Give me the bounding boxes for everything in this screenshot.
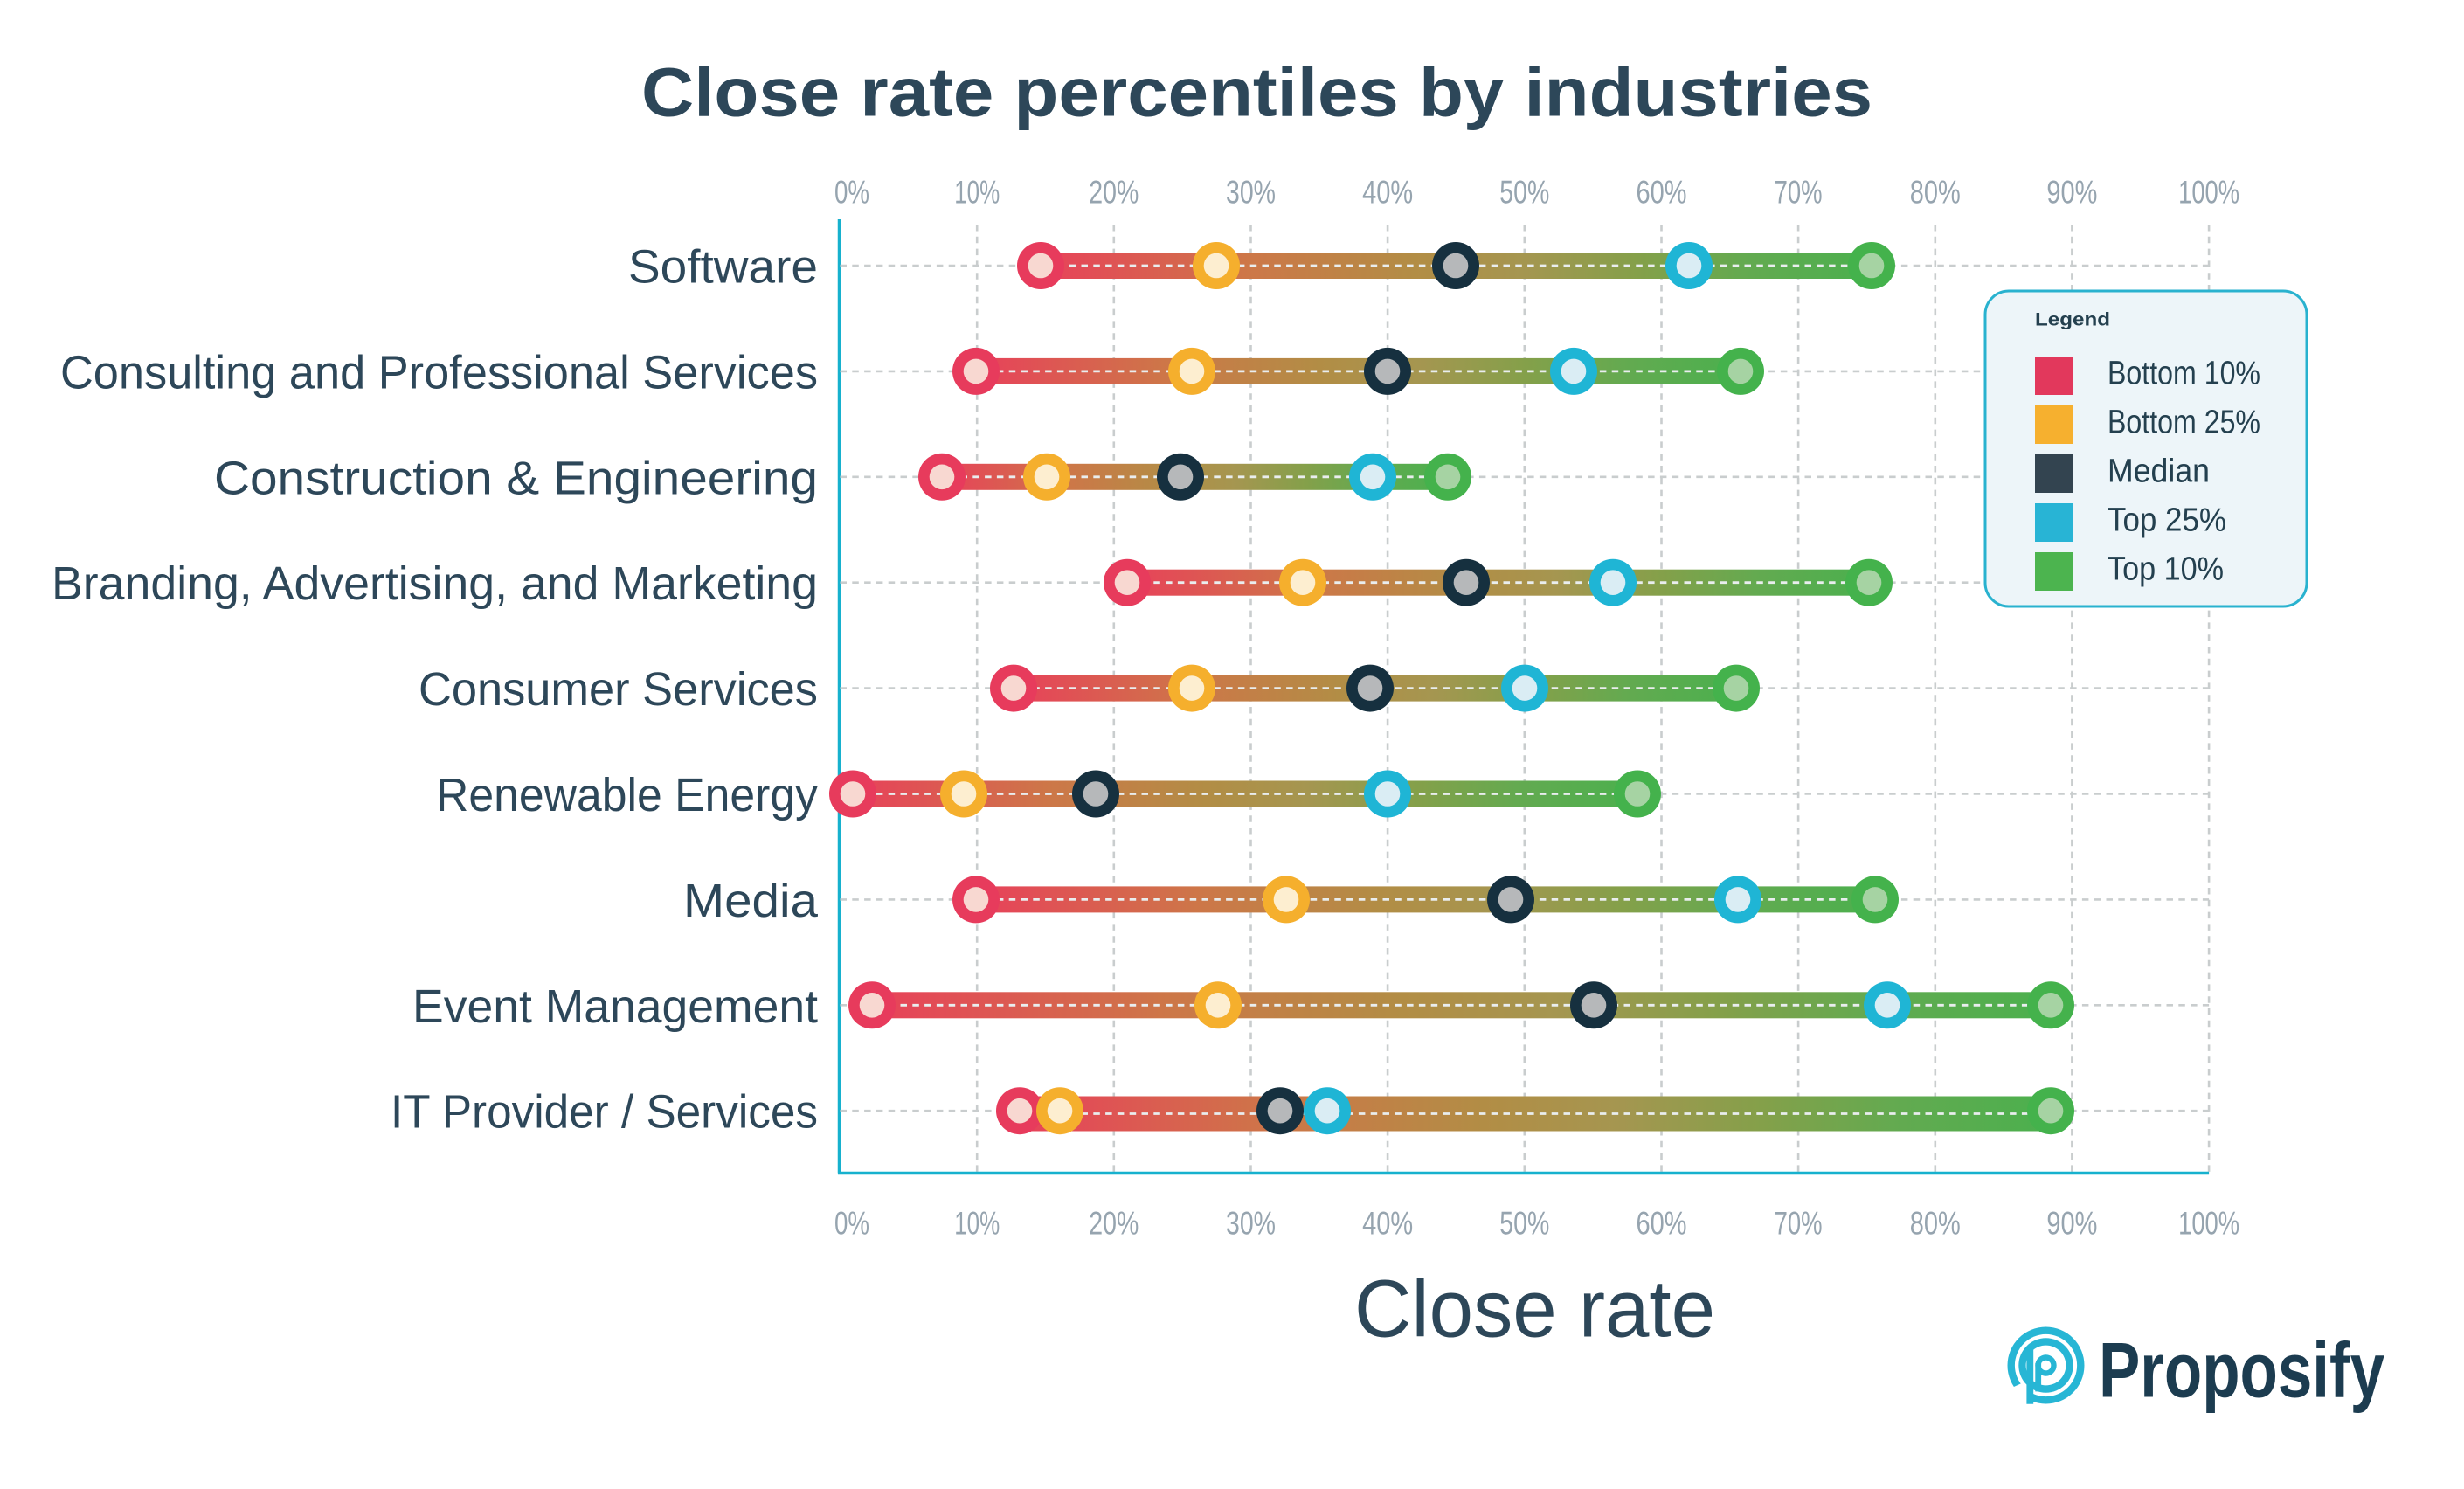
svg-text:Construction & Engineering: Construction & Engineering [214,452,818,504]
svg-text:Top 10%: Top 10% [2108,551,2224,588]
svg-text:60%: 60% [1637,175,1687,211]
svg-text:Branding, Advertising, and Mar: Branding, Advertising, and Marketing [52,558,818,610]
svg-text:Media: Media [683,875,819,927]
svg-text:Median: Median [2108,454,2210,490]
svg-text:60%: 60% [1637,1206,1687,1242]
svg-text:30%: 30% [1226,175,1276,211]
svg-text:Bottom 10%: Bottom 10% [2108,356,2260,392]
svg-text:20%: 20% [1089,175,1139,211]
svg-text:20%: 20% [1089,1206,1139,1242]
svg-text:80%: 80% [1910,1206,1961,1242]
svg-text:100%: 100% [2178,1206,2239,1242]
svg-text:Event Management: Event Management [412,980,818,1033]
svg-text:Proposify: Proposify [2099,1326,2384,1414]
svg-text:40%: 40% [1362,175,1413,211]
svg-text:70%: 70% [1775,175,1823,211]
svg-text:90%: 90% [2046,175,2097,211]
svg-text:Consumer Services: Consumer Services [419,663,818,716]
svg-text:Consulting and Professional Se: Consulting and Professional Services [60,346,818,398]
svg-text:0%: 0% [834,1206,869,1242]
svg-text:Bottom 25%: Bottom 25% [2108,405,2260,441]
svg-text:100%: 100% [2178,175,2239,211]
svg-text:10%: 10% [954,1206,1000,1242]
svg-text:Software: Software [628,241,818,294]
svg-text:90%: 90% [2046,1206,2097,1242]
svg-text:0%: 0% [834,175,869,211]
svg-text:70%: 70% [1775,1206,1823,1242]
svg-text:40%: 40% [1362,1206,1413,1242]
svg-text:Legend: Legend [2035,310,2110,330]
svg-text:Close rate percentiles by indu: Close rate percentiles by industries [641,53,1872,131]
svg-text:Close rate: Close rate [1354,1264,1715,1354]
svg-text:Top 25%: Top 25% [2108,502,2226,539]
svg-text:IT Provider / Services: IT Provider / Services [391,1086,818,1139]
svg-text:80%: 80% [1910,175,1961,211]
svg-text:10%: 10% [954,175,1000,211]
svg-text:30%: 30% [1226,1206,1276,1242]
svg-text:Renewable Energy: Renewable Energy [436,769,818,821]
svg-text:50%: 50% [1499,175,1549,211]
svg-text:50%: 50% [1499,1206,1549,1242]
